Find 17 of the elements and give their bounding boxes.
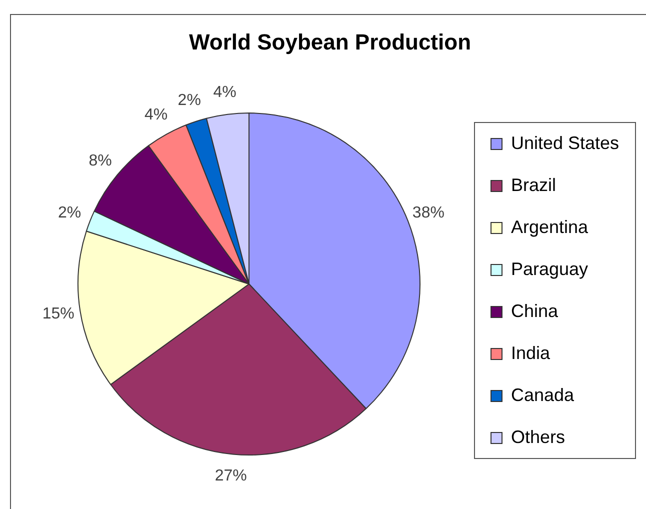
legend-label: Canada [511,384,576,405]
legend-label: Argentina [511,216,590,237]
data-label: 38% [412,204,444,222]
legend-label: Others [511,426,566,447]
data-label: 15% [42,306,74,323]
data-label: 2% [58,204,82,222]
legend-label: India [511,342,552,363]
legend-label: Paraguay [511,258,588,279]
legend-label: China [511,300,560,321]
legend-label: United States [511,132,620,153]
data-label: 2% [178,92,201,109]
legend-label: Brazil [511,174,556,195]
data-label: 4% [144,106,168,124]
data-label: 27% [214,468,247,485]
chart-title: World Soybean Production [189,29,472,54]
data-label: 4% [213,84,236,101]
data-label: 8% [88,152,112,170]
